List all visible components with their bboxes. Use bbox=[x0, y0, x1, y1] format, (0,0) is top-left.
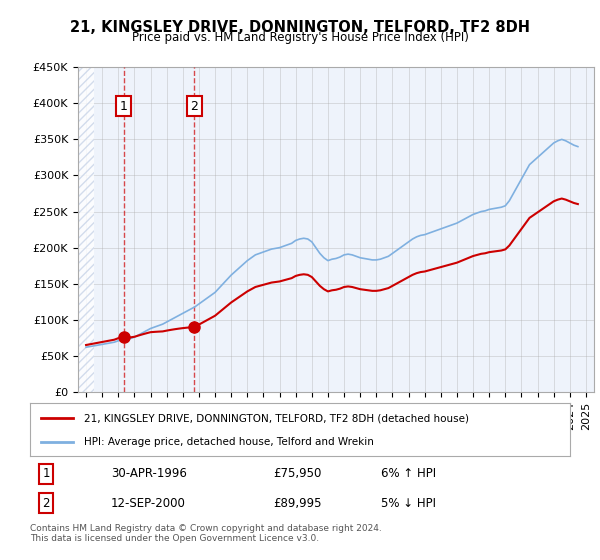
Text: 30-APR-1996: 30-APR-1996 bbox=[111, 468, 187, 480]
Text: Price paid vs. HM Land Registry's House Price Index (HPI): Price paid vs. HM Land Registry's House … bbox=[131, 31, 469, 44]
Text: 21, KINGSLEY DRIVE, DONNINGTON, TELFORD, TF2 8DH: 21, KINGSLEY DRIVE, DONNINGTON, TELFORD,… bbox=[70, 20, 530, 35]
Text: HPI: Average price, detached house, Telford and Wrekin: HPI: Average price, detached house, Telf… bbox=[84, 436, 374, 446]
Text: 5% ↓ HPI: 5% ↓ HPI bbox=[381, 497, 436, 510]
Text: 2: 2 bbox=[43, 497, 50, 510]
Text: 1: 1 bbox=[119, 100, 128, 113]
Text: 21, KINGSLEY DRIVE, DONNINGTON, TELFORD, TF2 8DH (detached house): 21, KINGSLEY DRIVE, DONNINGTON, TELFORD,… bbox=[84, 413, 469, 423]
Text: 1: 1 bbox=[43, 468, 50, 480]
Bar bbox=[78, 67, 94, 392]
Text: Contains HM Land Registry data © Crown copyright and database right 2024.
This d: Contains HM Land Registry data © Crown c… bbox=[30, 524, 382, 543]
Text: 12-SEP-2000: 12-SEP-2000 bbox=[111, 497, 186, 510]
Text: 6% ↑ HPI: 6% ↑ HPI bbox=[381, 468, 436, 480]
Text: £89,995: £89,995 bbox=[273, 497, 322, 510]
Text: £75,950: £75,950 bbox=[273, 468, 322, 480]
Text: 2: 2 bbox=[190, 100, 198, 113]
